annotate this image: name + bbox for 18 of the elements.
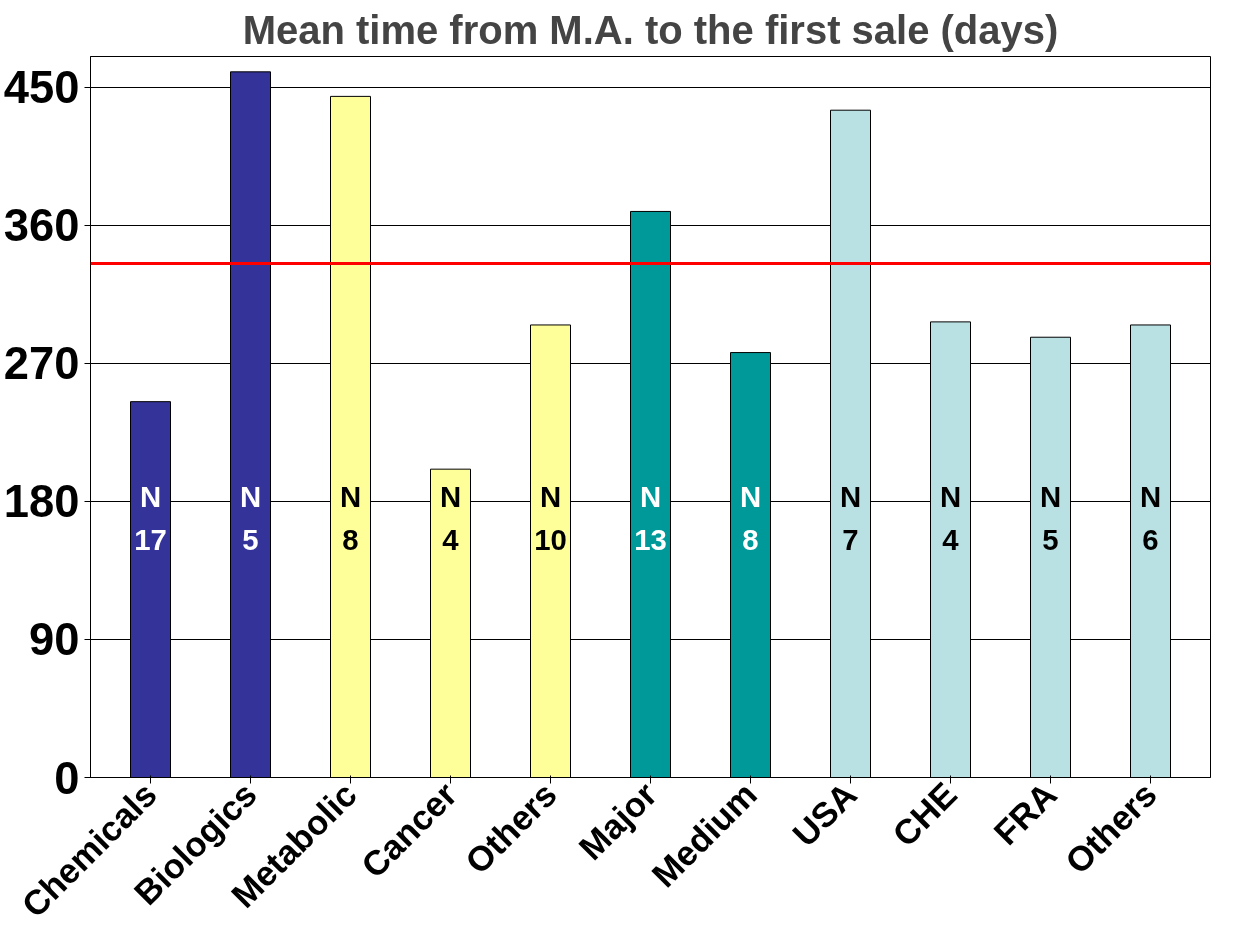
y-tick-label: 270 [3,338,80,390]
x-tick-label: USA [785,775,864,854]
data-label: N 17 [134,479,167,556]
data-label: N 4 [439,479,462,556]
chart-title: Mean time from M.A. to the first sale (days) [242,7,1059,52]
data-label: N 10 [534,479,567,556]
data-label: N 5 [239,479,262,556]
data-label: N 8 [339,479,362,556]
y-tick-label: 360 [3,200,80,252]
data-label: N 13 [634,479,667,556]
y-tick-label: 450 [3,62,80,114]
data-label: N 5 [1039,479,1062,556]
data-label: N 6 [1139,479,1162,556]
data-label: N 4 [939,479,962,556]
y-tick-label: 90 [29,614,80,666]
data-label: N 8 [739,479,762,556]
y-tick-label: 180 [3,476,80,528]
data-label: N 7 [839,479,862,556]
